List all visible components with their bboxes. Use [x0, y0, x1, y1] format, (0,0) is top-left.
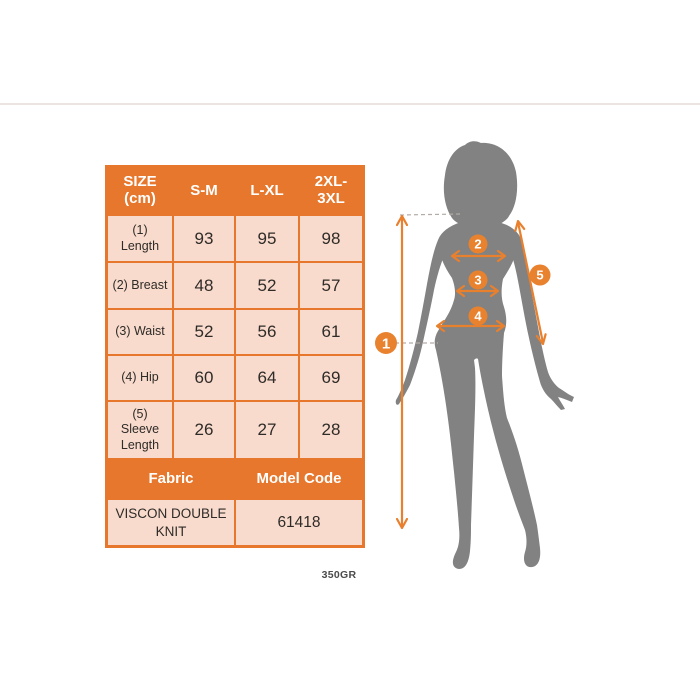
breast-2xl-3xl: 57 [300, 263, 362, 308]
svg-text:5: 5 [536, 268, 543, 283]
hip-l-xl: 64 [236, 356, 298, 400]
waist-s-m: 52 [174, 310, 234, 354]
top-divider-line [0, 103, 700, 105]
marker-4: 4 [468, 306, 488, 326]
column-header-2xl-3xl: 2XL- 3XL [300, 168, 362, 214]
size-chart-table: SIZE (cm) S-M L-XL 2XL- 3XL (1) Length 9… [105, 165, 365, 548]
row-label-hip: (4) Hip [108, 356, 172, 400]
length-2xl-3xl: 98 [300, 216, 362, 261]
hip-2xl-3xl: 69 [300, 356, 362, 400]
breast-arrow [450, 249, 507, 263]
row-label-length: (1) Length [108, 216, 172, 261]
fabric-value: VISCON DOUBLE KNIT [108, 500, 234, 545]
row-label-waist: (3) Waist [108, 310, 172, 354]
sleeve-s-m: 26 [174, 402, 234, 458]
sleeve-arrow [514, 219, 547, 346]
hip-arrow [435, 319, 506, 333]
length-s-m: 93 [174, 216, 234, 261]
marker-5: 5 [529, 264, 551, 286]
model-code-header: Model Code [236, 460, 362, 498]
fabric-header: Fabric [108, 460, 234, 498]
waist-2xl-3xl: 61 [300, 310, 362, 354]
weight-note: 350GR [321, 569, 357, 581]
silhouette-head [443, 141, 518, 230]
marker-1: 1 [375, 332, 397, 354]
waist-l-xl: 56 [236, 310, 298, 354]
svg-text:2: 2 [474, 237, 481, 252]
row-label-breast: (2) Breast [108, 263, 172, 308]
sleeve-l-xl: 27 [236, 402, 298, 458]
size-unit-header: SIZE (cm) [108, 168, 172, 214]
shoulder-dashed-line [399, 213, 461, 216]
waist-arrow [455, 284, 500, 298]
svg-text:4: 4 [474, 309, 482, 324]
hip-s-m: 60 [174, 356, 234, 400]
length-l-xl: 95 [236, 216, 298, 261]
marker-2: 2 [468, 234, 488, 254]
row-label-sleeve-length: (5) Sleeve Length [108, 402, 172, 458]
length-arrow [395, 214, 409, 530]
sleeve-2xl-3xl: 28 [300, 402, 362, 458]
silhouette-right-arm [493, 222, 574, 410]
svg-text:1: 1 [382, 336, 390, 353]
column-header-s-m: S-M [174, 168, 234, 214]
breast-s-m: 48 [174, 263, 234, 308]
model-code-value: 61418 [236, 500, 362, 545]
breast-l-xl: 52 [236, 263, 298, 308]
column-header-l-xl: L-XL [236, 168, 298, 214]
marker-3: 3 [468, 270, 488, 290]
svg-text:3: 3 [474, 273, 481, 288]
silhouette-left-arm [395, 222, 463, 405]
measurement-figure: 1 2 3 4 5 [375, 141, 574, 569]
